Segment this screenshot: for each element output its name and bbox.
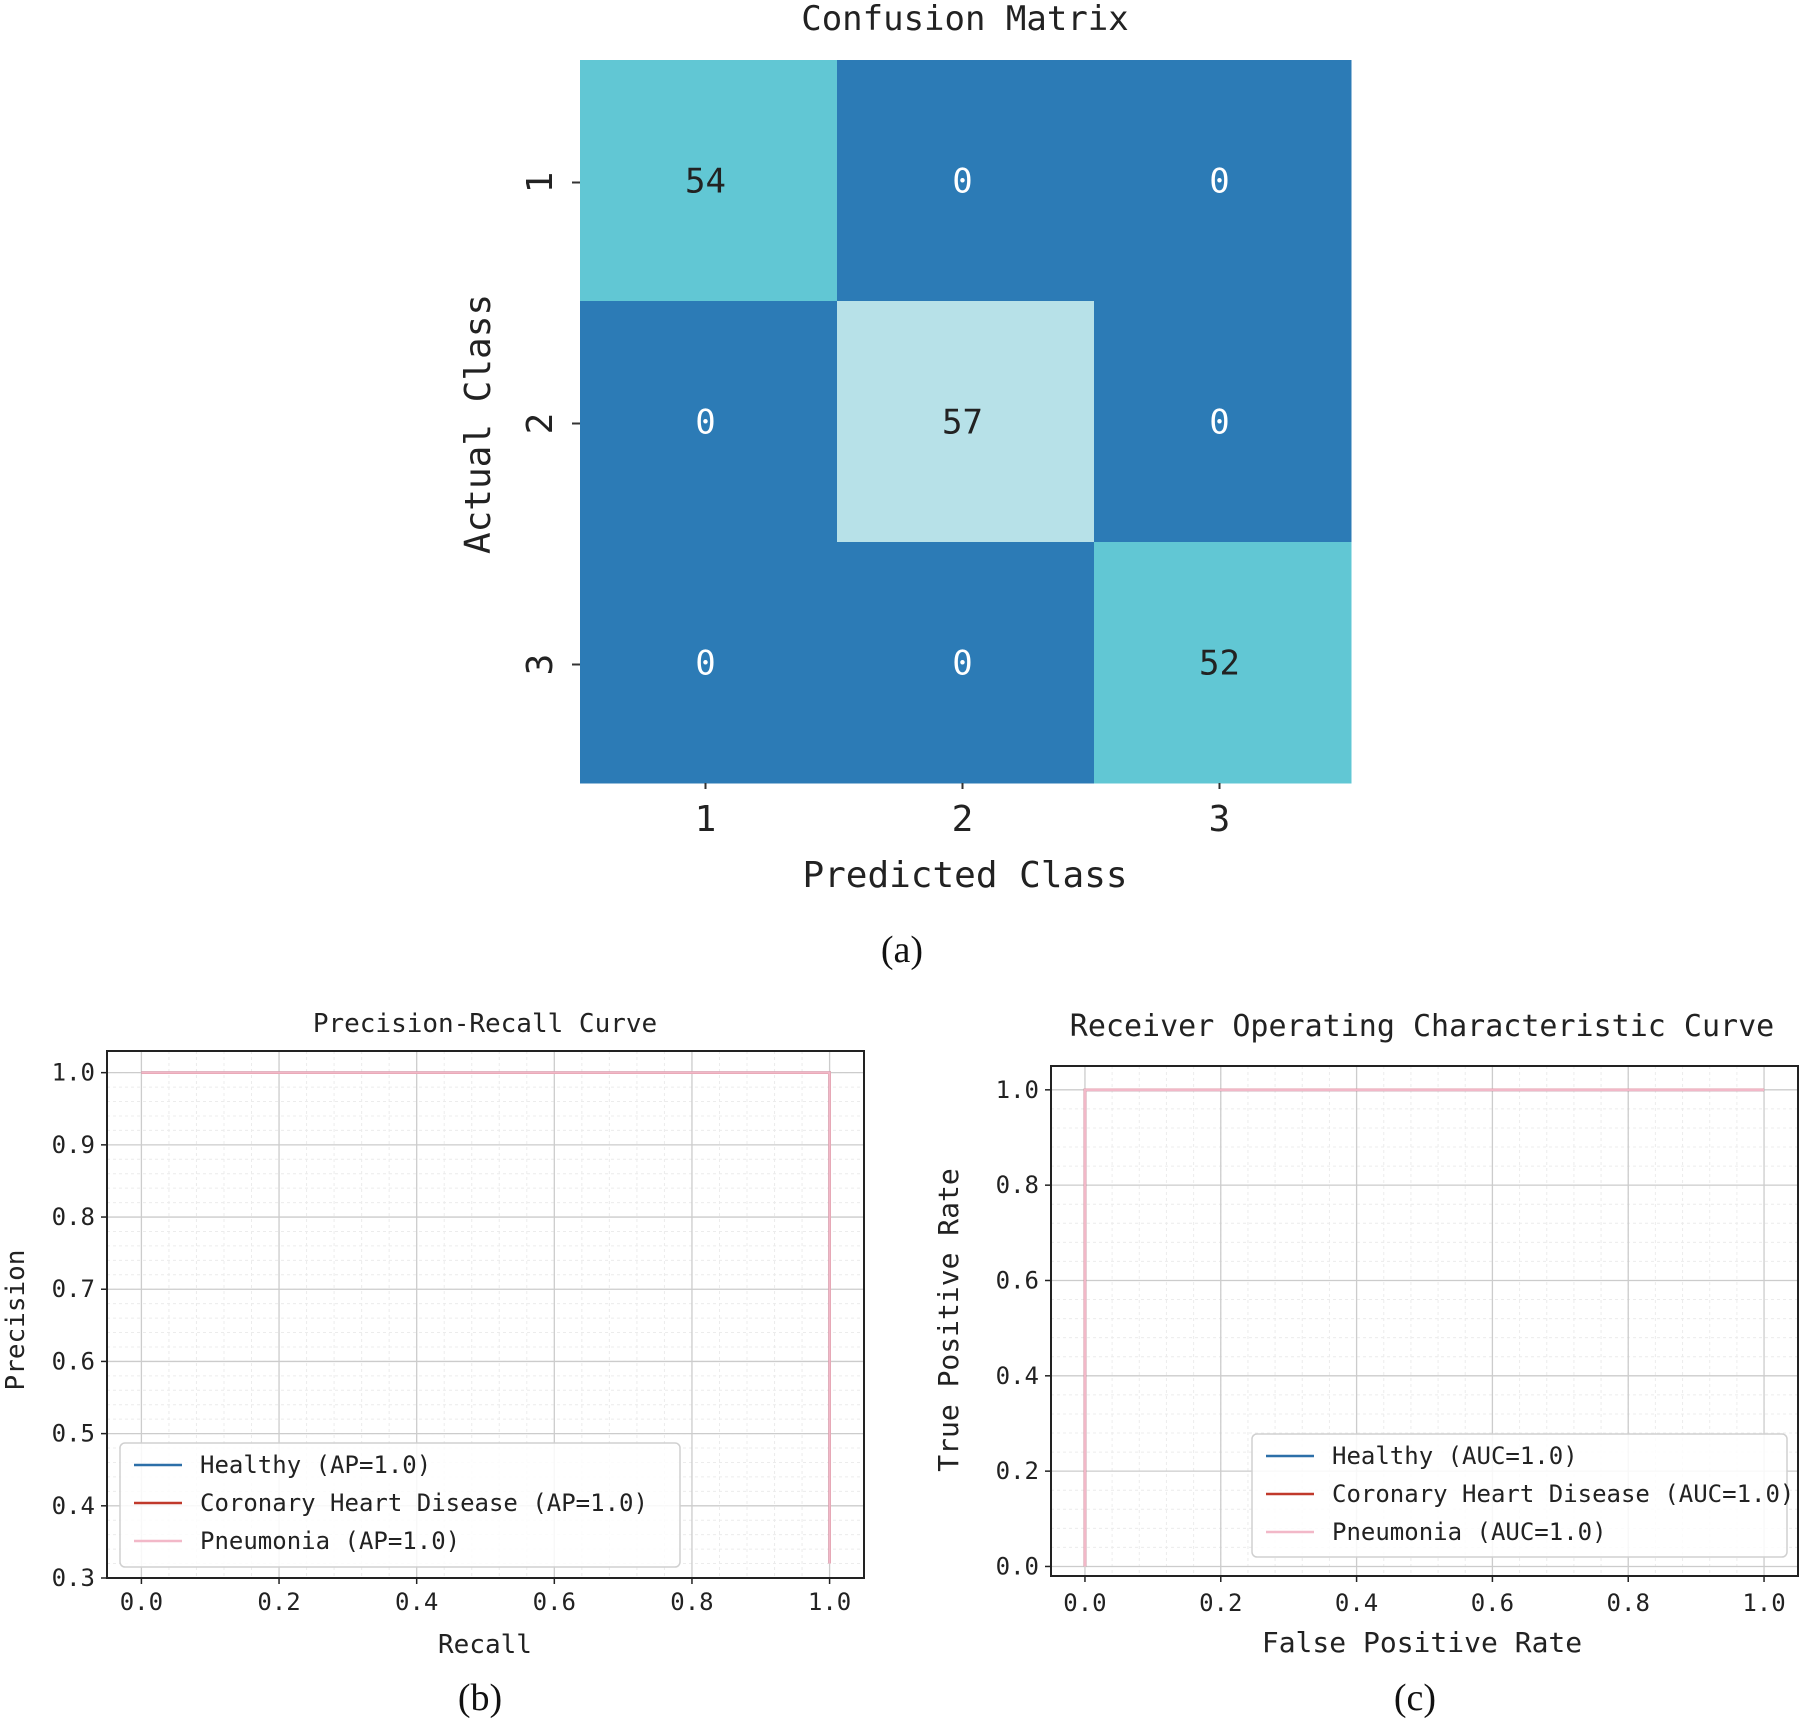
y-tick-label: 0.4 <box>52 1492 95 1520</box>
caption-a: (a) <box>881 929 923 971</box>
caption-c: (c) <box>1394 1677 1436 1719</box>
cm-xtick-label: 3 <box>1209 799 1231 840</box>
legend-label-healthy: Healthy (AUC=1.0) <box>1332 1442 1578 1470</box>
cm-cell-value: 0 <box>1209 403 1229 443</box>
series-line-pneumonia <box>141 1071 831 1564</box>
roc-xlabel: False Positive Rate <box>1262 1626 1582 1659</box>
cm-cell-value: 0 <box>952 162 972 202</box>
x-tick-label: 0.2 <box>257 1588 300 1616</box>
confusion-matrix-panel: Confusion Matrix 54 0 0 0 57 0 0 0 52 1 2 3 1 2 3 Pre… <box>458 0 1352 971</box>
cm-cell-value: 0 <box>1209 162 1229 202</box>
cm-cell <box>837 60 1095 302</box>
plot-frame <box>106 1050 865 1579</box>
cm-cell-value: 0 <box>695 403 715 443</box>
cm-cell <box>1094 542 1352 784</box>
legend-label-pneumonia: Pneumonia (AP=1.0) <box>200 1527 460 1555</box>
cm-xlabel: Predicted Class <box>802 855 1127 896</box>
x-tick-label: 0.0 <box>120 1588 163 1616</box>
roc-plot: 0.0 0.2 0.4 0.6 0.8 1.0 0.0 0.2 0.4 0.6 0.8 1.0 Heal… <box>996 1065 1799 1617</box>
y-tick-label: 0.7 <box>52 1275 95 1303</box>
roc-curve-panel: Receiver Operating Characteristic Curve … <box>932 1009 1799 1719</box>
y-tick-label: 1.0 <box>996 1076 1039 1104</box>
y-tick-label: 0.5 <box>52 1420 95 1448</box>
cm-ticks: 1 2 3 1 2 3 <box>520 172 1230 840</box>
cm-cell <box>580 60 838 302</box>
cm-cell <box>1094 60 1352 302</box>
x-tick-label: 0.0 <box>1063 1589 1106 1617</box>
cm-cell <box>837 542 1095 784</box>
x-tick-label: 0.4 <box>395 1588 438 1616</box>
y-tick-label: 0.6 <box>996 1266 1039 1294</box>
x-tick-label: 0.2 <box>1199 1589 1242 1617</box>
roc-ylabel: True Positive Rate <box>932 1168 965 1471</box>
pr-xlabel: Recall <box>438 1630 532 1660</box>
x-tick-label: 1.0 <box>1742 1589 1785 1617</box>
cm-cell-value: 57 <box>942 403 983 443</box>
cm-ytick-label: 3 <box>520 654 561 676</box>
legend-label-healthy: Healthy (AP=1.0) <box>200 1451 431 1479</box>
cm-cell-value: 0 <box>952 644 972 684</box>
x-tick-label: 0.4 <box>1335 1589 1378 1617</box>
cm-ytick-label: 1 <box>520 172 561 194</box>
pr-title: Precision-Recall Curve <box>313 1009 657 1039</box>
legend-label-pneumonia: Pneumonia (AUC=1.0) <box>1332 1518 1607 1546</box>
cm-cell <box>837 301 1095 543</box>
x-tick-label: 0.6 <box>1471 1589 1514 1617</box>
series-line-pneumonia <box>1083 1088 1765 1567</box>
x-tick-label: 0.8 <box>670 1588 713 1616</box>
cm-cell <box>1094 301 1352 543</box>
legend-box <box>119 1442 681 1568</box>
cm-cell <box>580 542 838 784</box>
cm-cells: 54 0 0 0 57 0 0 0 52 <box>580 60 1352 784</box>
cm-ylabel: Actual Class <box>458 294 499 554</box>
x-tick-label: 1.0 <box>808 1588 851 1616</box>
legend-box <box>1251 1433 1788 1558</box>
y-tick-label: 0.3 <box>52 1564 95 1592</box>
cm-ytick-label: 2 <box>520 413 561 435</box>
y-tick-label: 0.9 <box>52 1131 95 1159</box>
cm-cell-value: 52 <box>1199 644 1240 684</box>
y-tick-label: 0.8 <box>52 1203 95 1231</box>
pr-plot: 0.0 0.2 0.4 0.6 0.8 1.0 0.3 0.4 0.5 0.6 0.7 0.8 0.9 1… <box>52 1050 865 1616</box>
cm-cell-value: 54 <box>685 162 726 202</box>
y-tick-label: 0.8 <box>996 1171 1039 1199</box>
cm-title: Confusion Matrix <box>801 0 1129 39</box>
caption-b: (b) <box>458 1677 502 1719</box>
y-tick-label: 0.6 <box>52 1347 95 1375</box>
y-tick-label: 0.4 <box>996 1362 1039 1390</box>
y-tick-label: 0.0 <box>996 1552 1039 1580</box>
cm-xtick-label: 2 <box>952 799 974 840</box>
plot-frame <box>1050 1065 1799 1577</box>
y-tick-label: 0.2 <box>996 1457 1039 1485</box>
pr-ylabel: Precision <box>1 1250 31 1391</box>
y-tick-label: 1.0 <box>52 1059 95 1087</box>
cm-cell-value: 0 <box>695 644 715 684</box>
legend-label-coronary-heart-disease: Coronary Heart Disease (AUC=1.0) <box>1332 1480 1794 1508</box>
legend-label-coronary-heart-disease: Coronary Heart Disease (AP=1.0) <box>200 1489 648 1517</box>
cm-cell <box>580 301 838 543</box>
x-tick-label: 0.6 <box>533 1588 576 1616</box>
roc-title: Receiver Operating Characteristic Curve <box>1070 1009 1774 1044</box>
pr-curve-panel: Precision-Recall Curve 0.0 0.2 0.4 0.6 0.8 1.… <box>1 1009 865 1719</box>
x-tick-label: 0.8 <box>1607 1589 1650 1617</box>
cm-xtick-label: 1 <box>695 799 717 840</box>
